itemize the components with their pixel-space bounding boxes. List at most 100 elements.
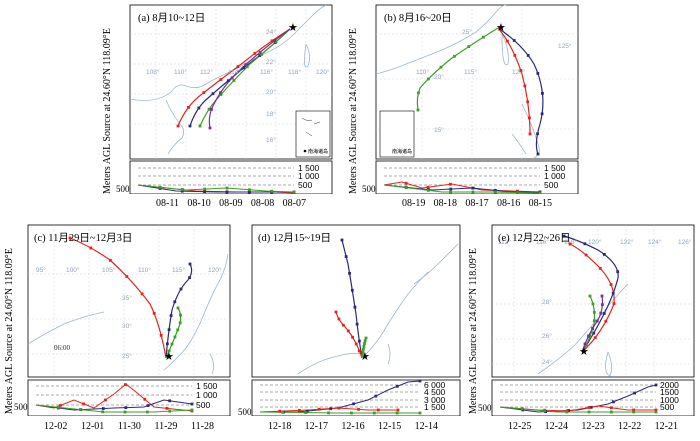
- panel-d-trajectory-marker: [344, 255, 348, 259]
- panel-e-trajectory-marker: [633, 391, 636, 395]
- panel-d-trajectory-marker: [357, 349, 361, 353]
- panel-b-left-level: 500: [362, 184, 376, 194]
- panel-d-trajectory-marker: [350, 288, 354, 292]
- panel-a-title: (a) 8月10~12日: [138, 10, 206, 25]
- panel-a-lon-label: 116°: [260, 68, 273, 76]
- panel-b-trajectory-marker: [513, 53, 517, 57]
- panel-c-lat-label: 30°: [122, 322, 132, 330]
- panel-d-trajectory-marker: [361, 347, 365, 351]
- panel-e-trajectory-marker: [591, 302, 595, 306]
- panel-d-trajectory-marker: [355, 322, 359, 326]
- panel-b-date: 08-17: [465, 198, 489, 209]
- panel-e-trajectory-marker: [584, 253, 588, 257]
- panel-d-trajectory-marker: [361, 353, 364, 357]
- panel-a-dates: 08-11 08-10 08-09 08-08 08-07: [156, 198, 306, 209]
- panel-a-level-1500: 1 500: [298, 163, 320, 173]
- panel-b-y-axis-label: Meters AGL Source at 24.60°N 118.09°E: [348, 28, 359, 194]
- panel-b-trajectory-marker: [526, 100, 530, 104]
- panel-e-trajectory-marker: [583, 342, 587, 346]
- panel-a-trajectory-marker: [202, 91, 206, 94]
- panel-d-date: 12-17: [304, 421, 328, 432]
- panel-c-level-1500: 1 500: [196, 381, 218, 391]
- panel-a-trajectory-marker: [198, 124, 202, 128]
- panel-d-trajectory-marker: [363, 339, 367, 343]
- panel-c-lat-label: 25°: [122, 352, 132, 360]
- panel-a-trajectory-marker: [210, 107, 213, 111]
- panel-c-trajectory-marker: [168, 409, 172, 413]
- panel-c-trajectory-marker: [176, 306, 180, 310]
- panel-e-trajectory-marker: [587, 406, 591, 409]
- panel-a-trajectory-marker: [181, 188, 184, 192]
- panel-d-trajectory-marker: [361, 350, 365, 354]
- panel-d-level-3000: 3 000: [424, 395, 446, 405]
- panel-d-trajectory-marker: [372, 411, 376, 415]
- panel-e-trajectory-marker: [632, 408, 635, 412]
- panel-c-lon-label: 95°: [36, 266, 46, 274]
- panel-d-trajectory-marker: [395, 384, 399, 388]
- panel-a-lat-label: 22°: [266, 58, 276, 66]
- panel-d-height-frame: [251, 379, 461, 417]
- panel-d-date: 12-14: [414, 421, 438, 432]
- panel-b-trajectory-marker: [538, 191, 542, 195]
- panel-d-trajectory-marker: [340, 238, 344, 242]
- panel-d-trajectory-marker: [298, 408, 301, 412]
- panel-e-lat-label: 28°: [542, 298, 552, 306]
- panel-a-lat-label: 20°: [266, 88, 276, 96]
- panel-a-level-500: 500: [298, 180, 312, 190]
- panel-e-trajectory-marker: [587, 410, 591, 414]
- panel-d-trajectory-marker: [337, 406, 341, 410]
- panel-d-trajectory-marker: [348, 271, 351, 275]
- panel-e-lon-label: 120°: [588, 238, 602, 246]
- panel-c-trajectory-marker: [178, 321, 182, 325]
- panel-d-trajectory-marker: [354, 342, 358, 346]
- panel-e-date: 12-22: [617, 421, 642, 432]
- panel-e-trajectory-marker: [604, 319, 608, 323]
- panel-a-trajectory-marker: [247, 188, 251, 192]
- panel-b-trajectory-marker: [526, 54, 530, 57]
- panel-c-map-frame: [27, 224, 231, 378]
- panel-c-trajectory-marker: [169, 314, 173, 317]
- panel-a-y-axis-label: Meters AGL Source at 24.60°N 118.09°E: [102, 28, 113, 194]
- panel-a-trajectory-marker: [207, 107, 211, 111]
- panel-b-trajectory-marker: [404, 181, 408, 185]
- panel-c-lon-label: 100°: [66, 266, 80, 274]
- panel-b-date: 08-18: [433, 198, 457, 209]
- panel-c-lon-label: 110°: [138, 266, 151, 274]
- panel-a-trajectory-marker: [236, 65, 240, 68]
- panel-c-left-level: 500: [14, 402, 28, 412]
- panel-e-level-2000: 2000: [660, 380, 679, 390]
- panel-e-trajectory-marker: [609, 410, 613, 414]
- panel-b-trajectory-marker: [426, 77, 430, 81]
- panel-c-trajectory-marker: [179, 313, 182, 317]
- panel-e-source-star: ★: [579, 346, 589, 358]
- panel-a-lon-label: 108°: [146, 68, 160, 76]
- panel-c: Meters AGL Source at 24.60°N 118.09°E ★ …: [4, 224, 232, 438]
- panel-b-trajectory-marker: [528, 116, 531, 120]
- panel-e-trajectory-marker: [612, 302, 616, 306]
- panel-d-trajectory-marker: [395, 411, 399, 415]
- panel-e-date: 12-23: [581, 421, 605, 432]
- panel-c-trajectory-marker: [190, 402, 194, 406]
- panel-d-title: (d) 12月15~19日: [258, 233, 332, 244]
- panel-c-trajectory-marker: [123, 410, 127, 414]
- panel-c-trajectory-marker: [108, 258, 112, 262]
- panel-a-trajectory-marker: [244, 63, 248, 67]
- panel-e-level-500: 500: [660, 402, 674, 412]
- panel-c-trajectory-marker: [167, 349, 171, 353]
- panel-e-trajectory-marker: [593, 336, 597, 340]
- panel-c-date: 11-30: [117, 421, 141, 432]
- panel-c-trajectory-marker: [176, 328, 180, 332]
- panel-a-trajectory-marker: [158, 185, 162, 189]
- panel-d-level-4500: 4 500: [424, 387, 446, 397]
- panel-a-trajectory-marker: [225, 190, 229, 194]
- panel-b-trajectory-marker: [540, 112, 544, 116]
- panel-c-trajectory-marker: [56, 405, 60, 409]
- panel-b-trajectory-marker: [536, 72, 540, 75]
- panel-e-trajectory-marker: [602, 312, 606, 315]
- panel-d-trajectory-marker: [334, 310, 338, 314]
- panel-e-left-level: 500: [478, 403, 492, 413]
- panel-a-date: 08-09: [219, 198, 243, 209]
- panel-a-svg: ★ 1 500 1 000 500 108° 110° 112° 114° 116° 11…: [129, 4, 333, 201]
- panel-d-level-6000: 6 000: [424, 380, 446, 390]
- panel-b-trajectory-marker: [471, 190, 475, 194]
